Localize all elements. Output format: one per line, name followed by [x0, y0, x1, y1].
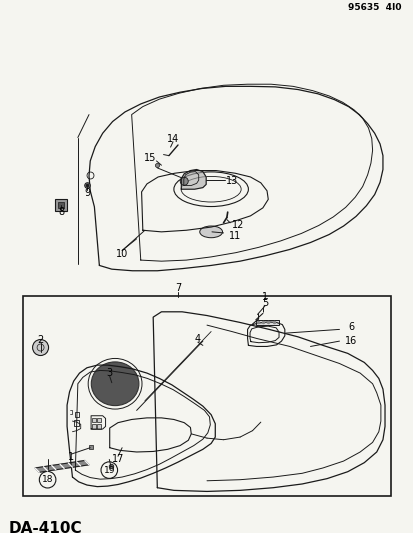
Bar	[74, 420, 79, 426]
Circle shape	[101, 462, 117, 479]
Text: 8: 8	[58, 207, 64, 217]
Text: 12: 12	[231, 220, 244, 230]
Text: 19: 19	[103, 466, 115, 474]
Text: 14: 14	[166, 134, 179, 143]
Circle shape	[39, 471, 56, 488]
Text: 1: 1	[68, 453, 74, 462]
Text: 7: 7	[174, 283, 181, 293]
Text: 1: 1	[261, 293, 267, 302]
Text: DA-410C: DA-410C	[8, 521, 82, 533]
Bar	[97, 418, 101, 422]
Text: 16: 16	[344, 336, 356, 346]
Text: 5: 5	[261, 298, 268, 308]
Text: 2: 2	[37, 335, 44, 345]
Text: 3: 3	[107, 368, 112, 378]
Text: 13: 13	[225, 176, 237, 186]
Circle shape	[180, 177, 188, 185]
Bar	[58, 201, 64, 208]
Text: 11: 11	[228, 231, 241, 241]
Text: 18: 18	[42, 475, 53, 484]
Bar	[92, 418, 96, 422]
Polygon shape	[35, 461, 89, 472]
Bar	[23, 296, 390, 496]
Bar	[74, 412, 79, 417]
Polygon shape	[181, 169, 206, 189]
Text: 95635  4I0: 95635 4I0	[347, 3, 401, 12]
Text: 10: 10	[116, 249, 128, 259]
Text: 9: 9	[84, 188, 90, 198]
Ellipse shape	[199, 226, 222, 238]
Bar	[55, 199, 67, 211]
Ellipse shape	[91, 362, 139, 406]
Text: 17: 17	[112, 455, 124, 464]
Bar	[97, 424, 101, 429]
Circle shape	[33, 340, 48, 356]
Bar	[92, 424, 96, 429]
Text: 6: 6	[347, 322, 353, 332]
Text: 15: 15	[143, 153, 156, 163]
Text: 4: 4	[195, 334, 200, 344]
Bar	[255, 320, 278, 325]
